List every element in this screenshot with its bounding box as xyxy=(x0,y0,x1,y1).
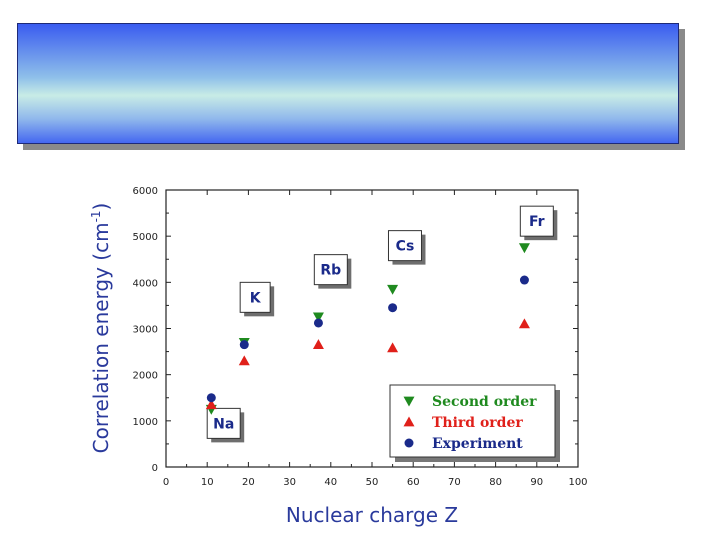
third-order-point xyxy=(387,342,399,353)
third-order-point xyxy=(238,355,250,366)
x-tick-label: 40 xyxy=(324,477,337,488)
x-tick-label: 70 xyxy=(448,477,461,488)
element-label-box xyxy=(313,254,348,286)
second-order-point xyxy=(387,284,399,295)
legend-marker xyxy=(404,438,414,448)
experiment-point xyxy=(313,318,323,328)
title-banner xyxy=(17,23,679,144)
y-axis-title-main: Correlation energy (cm xyxy=(89,222,113,453)
y-axis-title: Correlation energy (cm-1) xyxy=(89,203,113,454)
x-tick-label: 30 xyxy=(283,477,296,488)
y-tick-label: 1000 xyxy=(133,417,158,428)
experiment-point xyxy=(206,393,216,403)
legend-marker xyxy=(403,396,415,407)
second-order-point xyxy=(518,243,530,254)
x-tick-label: 20 xyxy=(242,477,255,488)
legend xyxy=(389,384,556,458)
experiment-point xyxy=(239,340,249,350)
y-tick-label: 3000 xyxy=(133,325,158,336)
x-axis-title: Nuclear charge Z xyxy=(286,503,458,527)
element-label: Fr xyxy=(529,214,545,230)
element-label: K xyxy=(250,290,262,306)
y-tick-label: 6000 xyxy=(133,186,158,197)
element-label-box xyxy=(387,230,422,262)
third-order-point xyxy=(518,318,530,329)
element-label: Rb xyxy=(320,263,341,279)
element-label: Na xyxy=(213,416,234,432)
third-order-point xyxy=(312,339,324,350)
y-tick-label: 0 xyxy=(152,463,158,474)
experiment-point xyxy=(388,303,398,313)
element-label-box xyxy=(239,281,271,313)
y-axis-title-close: ) xyxy=(89,203,113,211)
x-tick-label: 50 xyxy=(366,477,379,488)
element-label-box xyxy=(206,407,241,439)
legend-entry: Second order xyxy=(432,394,537,410)
x-tick-label: 60 xyxy=(407,477,420,488)
x-tick-label: 90 xyxy=(530,477,543,488)
element-label-box xyxy=(519,205,554,237)
y-tick-label: 5000 xyxy=(133,232,158,243)
x-tick-label: 10 xyxy=(201,477,214,488)
y-tick-label: 2000 xyxy=(133,371,158,382)
second-order-point xyxy=(312,312,324,323)
third-order-point xyxy=(205,399,217,410)
y-tick-label: 4000 xyxy=(133,278,158,289)
y-axis-title-sup: -1 xyxy=(89,210,103,222)
x-tick-label: 100 xyxy=(568,477,587,488)
legend-entry: Third order xyxy=(432,415,523,431)
legend-entry: Experiment xyxy=(432,436,523,452)
experiment-point xyxy=(519,275,529,285)
element-label: Cs xyxy=(396,239,415,255)
legend-marker xyxy=(403,416,415,427)
x-tick-label: 80 xyxy=(489,477,502,488)
x-tick-label: 0 xyxy=(163,477,169,488)
